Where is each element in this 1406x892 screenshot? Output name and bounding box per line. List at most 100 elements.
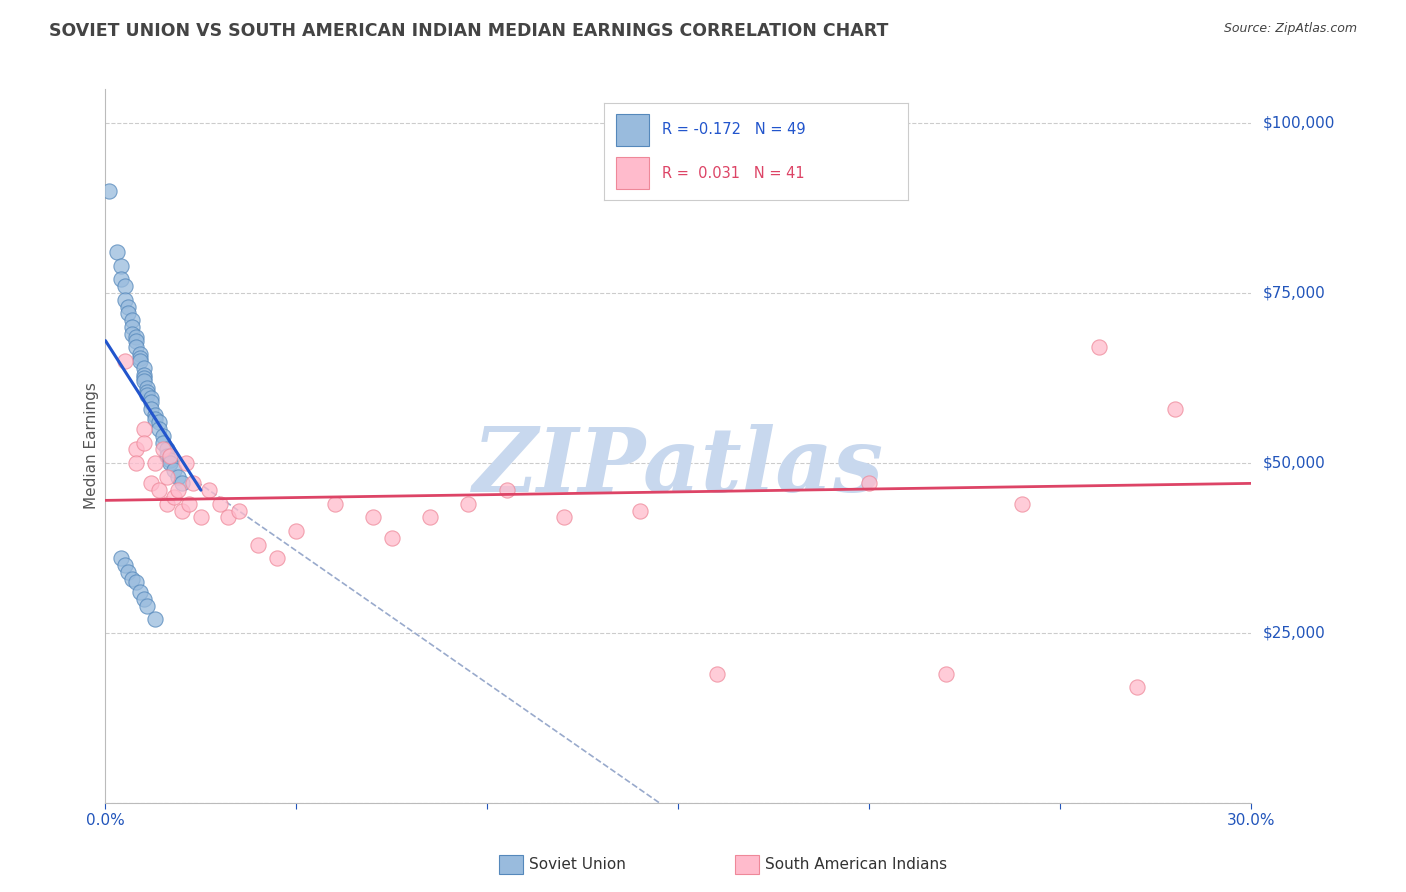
Point [132,360,155,375]
Point [381,531,404,545]
Point [136,384,159,399]
Point [361,510,384,524]
Point [114,279,136,293]
Point [128,354,150,368]
Point [148,483,170,498]
Point [110,259,132,273]
Point [98,184,121,198]
Point [125,442,148,457]
Point [143,612,166,626]
Point [141,476,163,491]
Point [125,456,148,470]
Point [128,585,150,599]
Point [170,503,193,517]
Point [136,388,159,402]
Point [1164,401,1187,416]
Point [114,558,136,572]
Point [128,351,150,365]
Point [117,306,139,320]
Point [208,497,231,511]
Point [170,476,193,491]
Point [1011,497,1033,511]
Point [152,435,174,450]
Point [132,368,155,382]
Point [110,551,132,566]
Point [105,245,128,260]
Point [858,476,880,491]
Point [125,341,148,355]
Point [110,272,132,286]
Text: South American Indians: South American Indians [765,857,948,871]
Point [152,429,174,443]
Point [167,469,190,483]
Point [155,442,177,457]
Text: ZIPatlas: ZIPatlas [472,425,884,510]
Text: Soviet Union: Soviet Union [529,857,626,871]
Point [706,666,728,681]
Point [155,497,177,511]
Point [148,422,170,436]
Point [148,415,170,429]
Point [132,591,155,606]
Point [159,456,181,470]
Point [117,565,139,579]
Point [141,392,163,406]
Point [181,476,204,491]
Point [125,574,148,589]
Point [419,510,441,524]
Point [155,449,177,463]
Text: Source: ZipAtlas.com: Source: ZipAtlas.com [1223,22,1357,36]
Point [266,551,288,566]
Point [457,497,479,511]
Point [141,394,163,409]
Point [121,313,143,327]
Text: $25,000: $25,000 [1263,625,1326,640]
Point [155,469,177,483]
Point [121,572,143,586]
Point [159,449,181,463]
Point [163,490,186,504]
Point [247,537,270,551]
Point [117,300,139,314]
Point [174,456,197,470]
Point [136,599,159,613]
Point [143,412,166,426]
Point [163,463,186,477]
Point [495,483,517,498]
Text: $75,000: $75,000 [1263,285,1326,301]
Point [132,375,155,389]
Point [190,510,212,524]
Point [217,510,239,524]
Point [179,497,201,511]
Point [1125,680,1147,694]
Text: $50,000: $50,000 [1263,456,1326,470]
Point [152,442,174,457]
Point [136,381,159,395]
Point [143,409,166,423]
Point [132,422,155,436]
Text: SOVIET UNION VS SOUTH AMERICAN INDIAN MEDIAN EARNINGS CORRELATION CHART: SOVIET UNION VS SOUTH AMERICAN INDIAN ME… [49,22,889,40]
Point [125,330,148,344]
Point [323,497,346,511]
Text: $100,000: $100,000 [1263,116,1334,131]
Point [141,401,163,416]
Point [628,503,651,517]
Point [121,326,143,341]
Point [143,456,166,470]
Point [125,334,148,348]
Point [128,347,150,361]
Point [935,666,957,681]
Point [114,293,136,307]
Point [553,510,575,524]
Point [228,503,250,517]
Point [132,371,155,385]
Point [1087,341,1109,355]
Point [285,524,308,538]
Y-axis label: Median Earnings: Median Earnings [83,383,98,509]
Point [132,435,155,450]
Point [159,452,181,467]
Point [121,320,143,334]
Point [167,483,190,498]
Point [114,354,136,368]
Point [197,483,219,498]
